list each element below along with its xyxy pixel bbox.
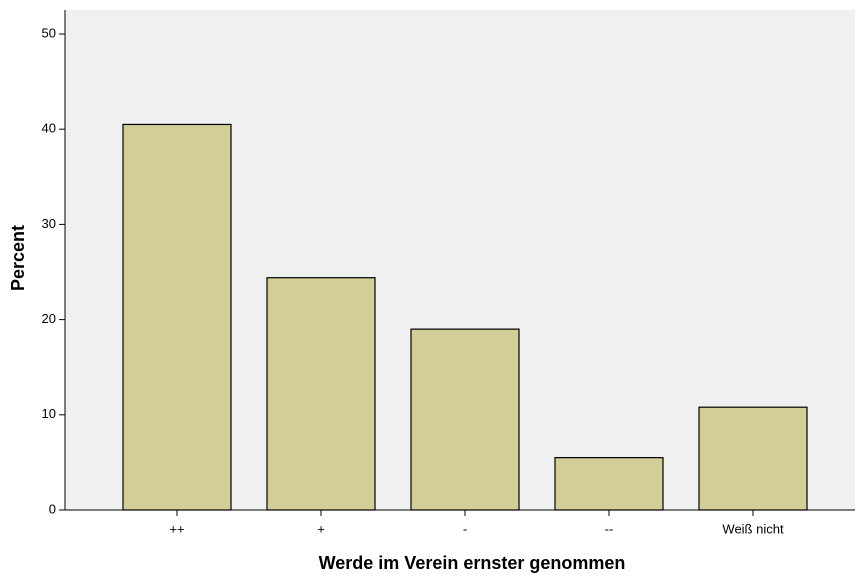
x-tick-label: + bbox=[317, 521, 325, 536]
bar bbox=[410, 328, 520, 511]
bar bbox=[554, 457, 664, 511]
y-tick-label: 50 bbox=[42, 25, 56, 40]
bar bbox=[122, 123, 232, 511]
x-tick-label: Weiß nicht bbox=[722, 521, 784, 536]
y-tick-label: 10 bbox=[42, 406, 56, 421]
bar bbox=[698, 406, 808, 511]
x-tick-label: ++ bbox=[169, 521, 184, 536]
y-tick-label: 0 bbox=[49, 501, 56, 516]
y-axis-title: Percent bbox=[8, 225, 28, 291]
y-tick-label: 30 bbox=[42, 216, 56, 231]
x-axis-title: Werde im Verein ernster genommen bbox=[319, 553, 626, 573]
x-tick-label: -- bbox=[605, 521, 614, 536]
y-tick-label: 40 bbox=[42, 121, 56, 136]
bar bbox=[266, 277, 376, 511]
x-tick-label: - bbox=[463, 521, 467, 536]
y-tick-label: 20 bbox=[42, 311, 56, 326]
